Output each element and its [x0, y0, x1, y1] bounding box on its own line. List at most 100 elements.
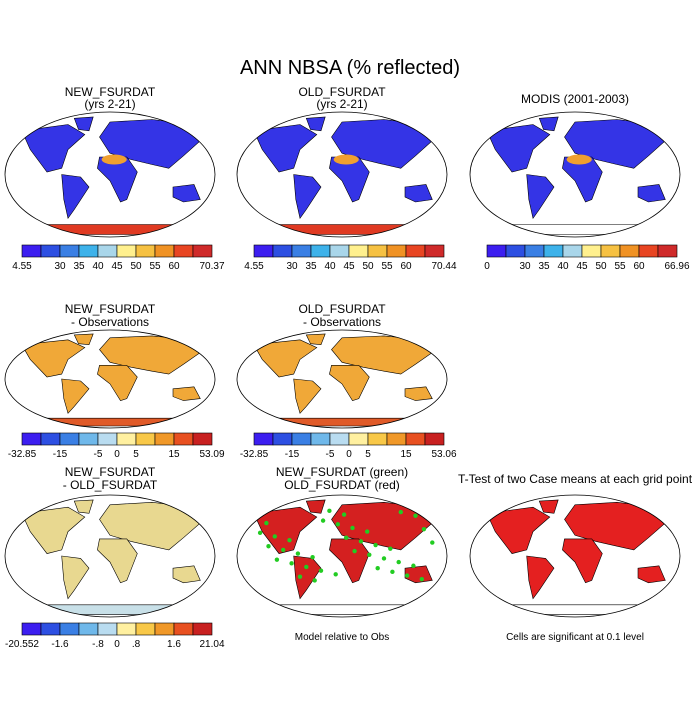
panel-subtitle: OLD_FSURDAT (red): [284, 478, 400, 492]
landmass: [253, 506, 318, 554]
landmass: [172, 565, 201, 584]
colorbar-box: [505, 244, 526, 258]
landmass: [329, 156, 370, 203]
landmass: [172, 386, 201, 401]
landmass: [293, 378, 322, 414]
colorbar-label: 50: [130, 261, 142, 272]
colorbar-box: [367, 432, 388, 446]
green-cell: [352, 548, 357, 554]
landmass: [305, 116, 326, 132]
colorbar-box: [329, 432, 350, 446]
map-panel: NEW_FSURDAT (green)OLD_FSURDAT (red) Mode…: [236, 465, 448, 643]
colorbar-label: 66.96: [664, 261, 689, 272]
landmass: [305, 333, 326, 346]
green-cell: [266, 544, 271, 549]
colorbar-box: [59, 622, 80, 636]
colorbar-label: -32.85: [8, 449, 37, 460]
green-cell: [398, 509, 403, 515]
green-cell: [430, 540, 435, 545]
landmass: [29, 417, 191, 427]
colorbar-box: [581, 244, 602, 258]
green-cell: [411, 563, 416, 568]
colorbar-box: [486, 244, 507, 258]
green-cell: [289, 561, 294, 566]
colorbar-box: [192, 244, 213, 258]
landmass: [261, 604, 423, 615]
green-cell: [396, 559, 401, 565]
colorbar-label: 70.44: [431, 261, 456, 272]
panel-title: NEW_FSURDAT: [65, 85, 156, 99]
colorbar-label: -15: [53, 449, 68, 460]
map-border: [236, 329, 448, 429]
desert: [101, 154, 127, 165]
green-cell: [304, 564, 309, 570]
map-border: [236, 494, 448, 618]
green-cell: [295, 551, 301, 556]
colorbar-box: [291, 432, 312, 446]
green-cell: [404, 573, 410, 578]
colorbar-box: [291, 244, 312, 258]
colorbar-box: [405, 432, 426, 446]
colorbar-label: 70.37: [199, 261, 224, 272]
map: [486, 116, 670, 235]
landmass: [97, 364, 138, 401]
map-panel: OLD_FSURDAT(yrs 2-21) 4.55 30 35 40 45 50 55 60 7…: [236, 85, 457, 272]
colorbar-label: 0: [346, 449, 352, 460]
colorbar-box: [348, 244, 369, 258]
map-panel: MODIS (2001-2003) 0 30 35 40 45 50 55 60 66.96: [469, 92, 690, 272]
landmass: [61, 378, 90, 414]
green-cell: [272, 534, 277, 539]
map-border: [4, 329, 216, 429]
green-cell: [381, 556, 387, 561]
colorbar-label: 4.55: [244, 261, 264, 272]
panel-title: NEW_FSURDAT: [65, 465, 156, 479]
colorbar-box: [40, 432, 61, 446]
panel-subtitle: (yrs 2-21): [84, 97, 135, 111]
colorbar-box: [524, 244, 545, 258]
landmass: [253, 339, 318, 378]
colorbar-label: -5: [94, 449, 103, 460]
map: [21, 116, 205, 235]
colorbar-box: [154, 622, 175, 636]
landmass: [404, 565, 433, 584]
landmass: [637, 565, 666, 584]
colorbar-box: [59, 432, 80, 446]
green-cell: [318, 568, 324, 573]
landmass: [526, 555, 555, 600]
map-panel: T-Test of two Case means at each grid po…: [458, 472, 693, 643]
map-border: [469, 494, 681, 618]
panel-title: OLD_FSURDAT: [298, 302, 386, 316]
colorbar-box: [173, 244, 194, 258]
colorbar-label: 55: [381, 261, 393, 272]
green-cell: [419, 576, 424, 582]
colorbar-label: 35: [538, 261, 550, 272]
colorbar-label: 45: [576, 261, 588, 272]
green-cell: [373, 542, 378, 548]
colorbar-label: 35: [73, 261, 85, 272]
colorbar-label: 35: [305, 261, 317, 272]
landmass: [97, 538, 138, 584]
colorbar-box: [154, 432, 175, 446]
colorbar-box: [348, 432, 369, 446]
landmass: [61, 555, 90, 600]
colorbar-label: 5: [365, 449, 371, 460]
colorbar-label: 40: [557, 261, 569, 272]
green-cell: [287, 537, 292, 543]
colorbar-label: 53.06: [431, 449, 456, 460]
landmass: [261, 224, 423, 235]
colorbar-label: 30: [54, 261, 66, 272]
landmass: [97, 156, 138, 203]
map: [21, 499, 205, 615]
colorbar-label: -15: [285, 449, 300, 460]
colorbar-box: [59, 244, 80, 258]
landmass: [329, 364, 370, 401]
landmass: [526, 174, 555, 220]
colorbar-label: 1.6: [167, 639, 181, 650]
colorbar-label: 53.09: [199, 449, 224, 460]
colorbar-box: [657, 244, 678, 258]
colorbar-box: [424, 244, 445, 258]
colorbar-label: 4.55: [12, 261, 32, 272]
colorbar-label: 40: [324, 261, 336, 272]
green-cell: [327, 508, 332, 514]
